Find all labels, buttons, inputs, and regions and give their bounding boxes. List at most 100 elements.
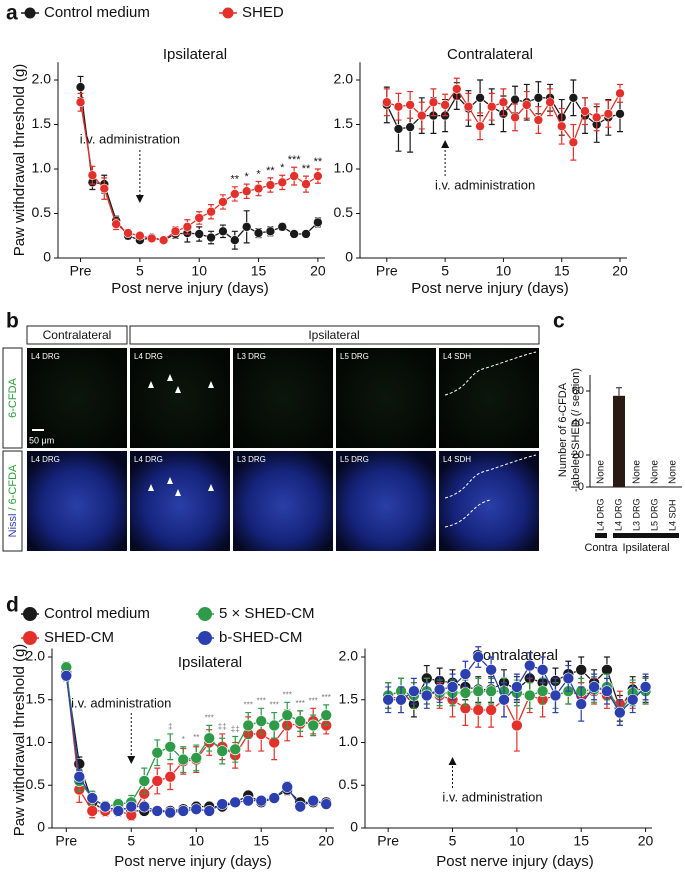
arrowhead-marker [175,489,181,496]
micrograph [27,348,127,448]
data-point [177,753,190,766]
data-point [281,709,294,721]
chart-title: Ipsilateral [178,654,242,671]
micrograph [130,348,230,448]
significance-label: ** [302,163,311,175]
data-point [405,122,415,132]
x-tick-label: L4 SDH [667,499,677,531]
x-tick-label: 15 [251,263,267,279]
data-point [301,179,311,189]
x-axis-label: Post nerve injury (days) [111,280,269,297]
x-tick-label: 5 [127,833,135,849]
significance-label: * [280,162,285,174]
data-point [146,233,157,244]
data-point [463,101,474,112]
significance-label: *** [270,701,279,710]
data-point [382,97,392,108]
data-point [230,189,240,199]
x-tick-label: Pre [376,263,398,279]
image-label: L4 SDH [443,352,471,361]
boundary-line [444,499,491,528]
significance-label: ‡ [168,722,172,731]
y-tick-label: 1.5 [26,690,46,706]
y-tick-label: 0 [350,819,358,835]
data-point [75,82,86,92]
y-tick-label: 0 [345,249,353,265]
data-point [536,685,549,698]
significance-label: *** [283,690,292,699]
data-point [459,668,472,680]
arrowhead-marker [167,477,173,484]
data-point [568,93,579,103]
legend-label: b-SHED-CM [219,629,302,646]
data-point [393,101,404,112]
data-point [313,171,323,181]
data-point [416,110,427,121]
row-label-part: / 6-CFDA [7,464,19,514]
data-point [230,235,240,245]
significance-label: * [256,168,261,180]
data-point [203,732,216,745]
significance-label: *** [322,693,331,702]
micrograph [130,451,230,551]
x-tick-label: 20 [612,263,628,279]
significance-label: ** [231,174,240,186]
data-point [408,685,420,698]
row-label-part: Nissl [7,514,19,538]
data-point [556,121,567,132]
data-point [123,228,133,238]
legend-marker [23,631,37,645]
data-point [151,775,164,787]
data-point [206,206,216,217]
y-tick-label: 0 [578,481,584,493]
data-point [591,112,602,123]
data-point [289,229,299,239]
data-point [475,121,485,132]
data-point [523,659,536,672]
data-point [281,781,294,793]
legend-marker [24,7,36,19]
arrowhead-marker [148,484,154,491]
data-point [190,803,203,815]
y-tick-label: 1.0 [32,160,52,176]
value-label: None [632,460,643,484]
significance-label: ** [314,156,323,168]
chart-title: Contralateral [447,46,533,63]
chart-title: Contralateral [472,647,558,664]
significance-label: ‡‡ [218,722,227,731]
micrograph [27,451,127,551]
data-point [420,689,433,702]
data-point [294,800,307,813]
data-point [486,101,497,112]
data-point [533,93,544,103]
micrograph [233,348,333,448]
data-point [523,689,536,702]
bar [613,395,625,487]
data-point [405,100,415,110]
image-label: L5 DRG [340,352,369,361]
value-label: None [668,460,679,484]
scale-label: 50 μm [29,435,54,445]
data-point [601,685,613,698]
data-point [320,709,333,721]
arrowhead [127,756,136,764]
group-label: Ipsilateral [308,328,359,342]
y-tick-label: 1.5 [32,115,52,131]
data-point [533,115,544,125]
y-tick-label: 2.0 [32,71,52,87]
x-tick-label: 15 [554,263,570,279]
legend-label: 5 × SHED-CM [219,605,314,622]
data-point [255,715,268,727]
arrowhead [441,140,450,148]
data-point [255,794,268,807]
data-point [242,794,255,807]
annotation: i.v. administration [80,131,180,146]
micrograph [233,451,333,551]
data-point [307,794,320,807]
data-point [549,689,562,702]
data-point [433,683,446,696]
y-axis-label: -labeled SHED (/ section) [570,368,582,492]
data-point [277,222,288,232]
group-bracket [613,533,679,538]
image-label: L4 DRG [134,352,163,361]
